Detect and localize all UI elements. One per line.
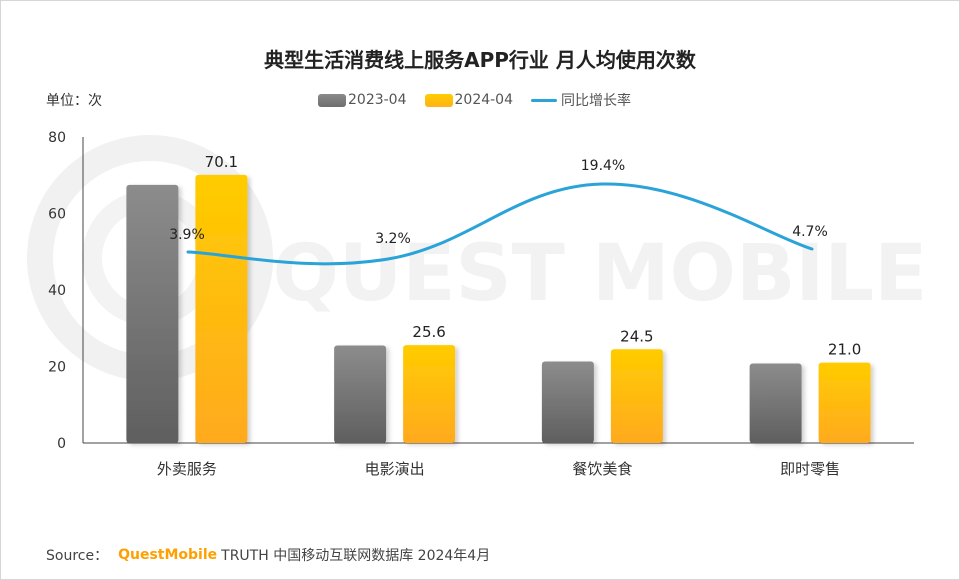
bar-2023 <box>334 345 387 443</box>
bar-2023 <box>541 361 594 443</box>
bar-2024 <box>195 174 248 443</box>
growth-rate-label: 4.7% <box>792 224 828 240</box>
legend-item-2024: 2024-04 <box>424 92 514 108</box>
y-tick-label: 80 <box>48 130 66 146</box>
source-text: TRUTH 中国移动互联网数据库 2024年4月 <box>221 548 491 564</box>
source-brand: QuestMobile <box>118 547 218 563</box>
y-tick-label: 0 <box>57 436 66 452</box>
legend: 2023-04 2024-04 同比增长率 <box>318 90 649 110</box>
source-note: Source： QuestMobile TRUTH 中国移动互联网数据库 202… <box>46 545 490 565</box>
bar-2024-value-label: 24.5 <box>620 327 653 345</box>
y-tick-label: 40 <box>48 283 66 299</box>
growth-rate-label: 3.2% <box>375 231 411 247</box>
x-category-label: 即时零售 <box>780 460 840 478</box>
x-category-label: 餐饮美食 <box>572 460 632 478</box>
bar-2023 <box>126 184 179 443</box>
bar-2024 <box>403 345 456 443</box>
growth-rate-label: 3.9% <box>169 227 205 243</box>
bar-2024-value-label: 70.1 <box>205 153 238 171</box>
legend-item-2023: 2023-04 <box>318 92 407 108</box>
legend-label-2024: 2024-04 <box>454 92 514 108</box>
bar-2023 <box>749 363 802 443</box>
x-category-label: 电影演出 <box>365 460 425 478</box>
y-tick-label: 20 <box>48 360 66 376</box>
bar-2024-value-label: 25.6 <box>412 323 445 341</box>
chart-title: 典型生活消费线上服务APP行业 月人均使用次数 <box>264 48 696 72</box>
growth-rate-label: 19.4% <box>581 158 625 174</box>
source-prefix: Source： <box>46 548 109 564</box>
x-category-label: 外卖服务 <box>157 460 217 478</box>
legend-label-2023: 2023-04 <box>348 92 407 108</box>
growth-rate-line <box>186 182 814 266</box>
bar-2024-value-label: 21.0 <box>828 341 861 359</box>
bar-2024 <box>818 362 871 443</box>
legend-line-growth <box>531 98 557 102</box>
legend-swatch-2024 <box>424 93 453 107</box>
unit-label: 单位：次 <box>46 93 102 109</box>
legend-swatch-2023 <box>318 93 346 107</box>
y-tick-label: 60 <box>48 207 66 223</box>
bar-2024 <box>610 349 663 443</box>
legend-item-growth: 同比增长率 <box>531 90 631 110</box>
legend-label-growth: 同比增长率 <box>561 93 631 109</box>
watermark-text: QUEST MOBILE <box>273 229 928 319</box>
